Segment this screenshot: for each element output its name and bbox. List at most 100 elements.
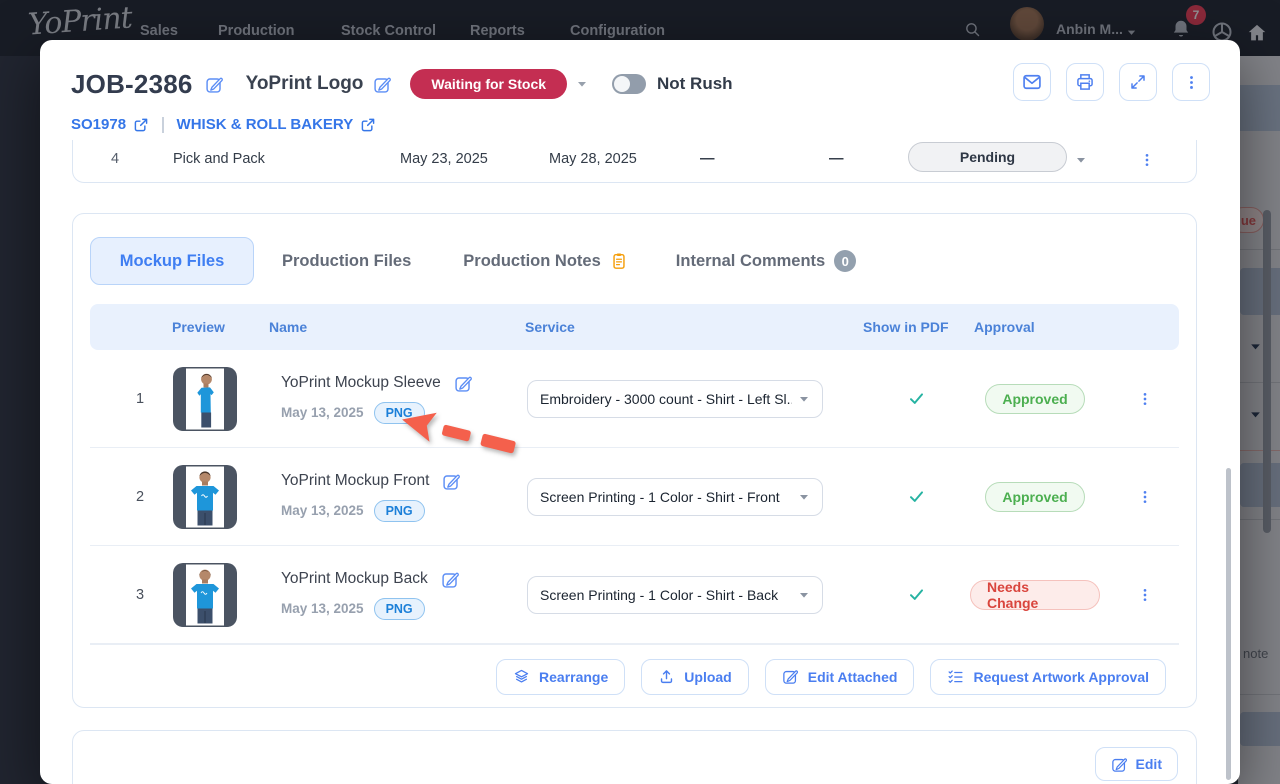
print-button[interactable] <box>1066 63 1104 101</box>
edit-file-name-icon[interactable] <box>441 570 460 589</box>
file-name: YoPrint Mockup Front <box>281 472 430 489</box>
file-preview-thumbnail[interactable] <box>173 465 237 529</box>
tab-production-notes[interactable]: Production Notes <box>463 252 628 271</box>
header-preview: Preview <box>172 319 225 335</box>
nav-item-production[interactable]: Production <box>218 23 295 39</box>
modal-links: SO1978 WHISK & ROLL BAKERY <box>71 116 376 133</box>
note-icon <box>610 252 628 270</box>
file-date: May 13, 2025 <box>281 601 364 616</box>
bg-block-fragment <box>1240 712 1280 746</box>
caret-down-icon <box>798 393 810 405</box>
tab-label: Internal Comments <box>675 251 826 270</box>
edit-file-name-icon[interactable] <box>442 472 461 491</box>
edit-attached-button[interactable]: Edit Attached <box>764 658 915 695</box>
step-kebab-icon[interactable] <box>1139 152 1155 168</box>
divider <box>1238 249 1280 250</box>
rearrange-button[interactable]: Rearrange <box>496 658 626 695</box>
nav-item-sales[interactable]: Sales <box>140 23 178 39</box>
step-start-date: May 23, 2025 <box>400 151 488 167</box>
rush-toggle[interactable] <box>612 74 647 94</box>
upload-button[interactable]: Upload <box>641 658 749 695</box>
annotation-arrow-icon <box>402 412 516 454</box>
toggle-knob <box>614 76 631 92</box>
row-kebab-icon[interactable] <box>1137 489 1153 505</box>
service-select[interactable]: Screen Printing - 1 Color - Shirt - Back <box>527 575 823 614</box>
tab-label: Production Notes <box>463 251 601 270</box>
avatar[interactable] <box>1010 7 1044 41</box>
service-value: Embroidery - 3000 count - Shirt - Left S… <box>540 390 792 407</box>
file-name: YoPrint Mockup Back <box>281 570 428 587</box>
step-status-button[interactable]: Pending <box>908 142 1067 172</box>
button-label: Edit <box>1135 756 1162 772</box>
background-page-fragment: ue note <box>1230 56 1280 784</box>
edit-icon <box>782 668 799 685</box>
external-link-icon <box>360 117 376 133</box>
status-badge[interactable]: Waiting for Stock <box>410 69 568 99</box>
show-in-pdf-check-icon[interactable] <box>908 390 925 407</box>
button-label: Edit Attached <box>807 668 898 685</box>
rush-label: Not Rush <box>657 74 733 93</box>
user-name[interactable]: Anbin M... <box>1056 21 1123 37</box>
external-link-icon <box>133 117 149 133</box>
edit-file-name-icon[interactable] <box>454 374 473 393</box>
edit-button[interactable]: Edit <box>1094 747 1178 781</box>
row-kebab-icon[interactable] <box>1137 587 1153 603</box>
customer-link[interactable]: WHISK & ROLL BAKERY <box>177 116 377 133</box>
sales-order-link[interactable]: SO1978 <box>71 116 149 133</box>
page-scrollbar[interactable] <box>1263 210 1271 533</box>
service-select[interactable]: Embroidery - 3000 count - Shirt - Left S… <box>527 379 823 418</box>
edit-job-title-icon[interactable] <box>373 75 392 94</box>
job-detail-modal: JOB-2386 YoPrint Logo Waiting for Stock … <box>40 40 1240 784</box>
divider <box>1238 519 1280 520</box>
show-in-pdf-check-icon[interactable] <box>908 586 925 603</box>
file-date: May 13, 2025 <box>281 503 364 518</box>
step-empty-value: — <box>829 151 844 167</box>
file-index: 2 <box>135 488 145 505</box>
expand-button[interactable] <box>1119 63 1157 101</box>
divider <box>1238 694 1280 695</box>
nav-item-configuration[interactable]: Configuration <box>570 23 666 39</box>
email-button[interactable] <box>1013 63 1051 101</box>
bg-block-fragment <box>1240 463 1280 507</box>
service-value: Screen Printing - 1 Color - Shirt - Fron… <box>540 488 780 505</box>
tab-production-files[interactable]: Production Files <box>282 252 411 271</box>
caret-down-icon[interactable] <box>1075 154 1087 166</box>
layers-icon <box>513 668 530 685</box>
edit-job-id-icon[interactable] <box>205 75 224 94</box>
file-type-badge: PNG <box>373 597 425 620</box>
file-index: 1 <box>135 390 145 407</box>
nav-item-stock-control[interactable]: Stock Control <box>341 23 437 39</box>
tab-mockup-files[interactable]: Mockup Files <box>90 237 254 285</box>
service-select[interactable]: Screen Printing - 1 Color - Shirt - Fron… <box>527 477 823 516</box>
printer-icon <box>1075 72 1095 92</box>
tab-internal-comments[interactable]: Internal Comments 0 <box>675 250 857 272</box>
header-name: Name <box>269 319 308 335</box>
file-row: 3 YoPrint Mockup Back May 13, 2025 PNG <box>90 546 1179 644</box>
header-service: Service <box>525 319 575 335</box>
files-tabs: Mockup Files Production Files Production… <box>90 237 857 285</box>
bg-table-header-fragment <box>1238 85 1280 131</box>
mail-icon <box>1022 72 1042 92</box>
modal-scrollbar[interactable] <box>1226 468 1231 780</box>
notification-badge: 7 <box>1186 5 1206 25</box>
file-preview-thumbnail[interactable] <box>173 367 237 431</box>
modal-actions <box>1013 63 1210 101</box>
more-menu-button[interactable] <box>1172 63 1210 101</box>
show-in-pdf-check-icon[interactable] <box>908 488 925 505</box>
row-kebab-icon[interactable] <box>1137 391 1153 407</box>
upload-icon <box>658 668 675 685</box>
job-id: JOB-2386 <box>71 68 193 99</box>
files-table-header: Preview Name Service Show in PDF Approva… <box>90 304 1179 350</box>
files-card: Mockup Files Production Files Production… <box>72 213 1197 708</box>
step-empty-value: — <box>700 151 715 167</box>
button-label: Rearrange <box>539 668 609 685</box>
kebab-icon <box>1183 74 1200 91</box>
request-artwork-approval-button[interactable]: Request Artwork Approval <box>930 658 1166 695</box>
file-date: May 13, 2025 <box>281 405 364 420</box>
job-steps-card: 4 Pick and Pack May 23, 2025 May 28, 202… <box>72 140 1197 183</box>
file-preview-thumbnail[interactable] <box>173 563 237 627</box>
customer-name: WHISK & ROLL BAKERY <box>176 116 354 133</box>
status-caret-icon[interactable] <box>576 78 588 90</box>
nav-item-reports[interactable]: Reports <box>470 23 525 39</box>
file-name: YoPrint Mockup Sleeve <box>281 374 441 391</box>
